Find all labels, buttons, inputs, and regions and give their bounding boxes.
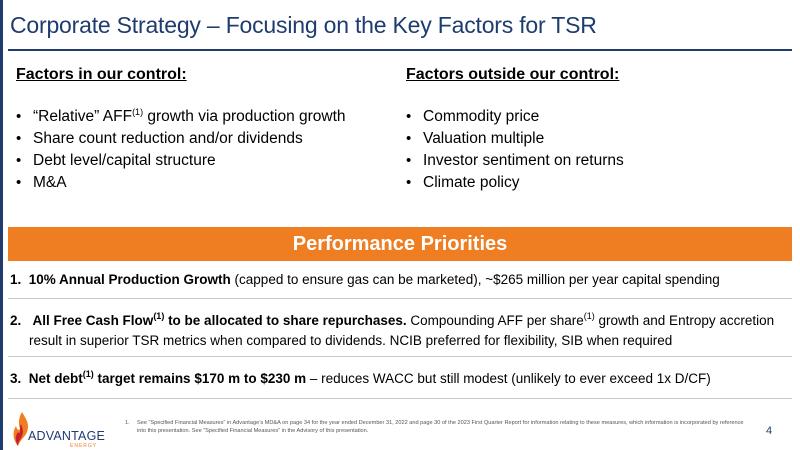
list-item: • Debt level/capital structure bbox=[16, 150, 396, 172]
in-control-column: Factors in our control: • “Relative” AFF(… bbox=[16, 64, 396, 194]
priority-heading: 10% Annual Production Growth bbox=[28, 272, 231, 287]
priority-item-1: 1. 10% Annual Production Growth (capped … bbox=[10, 270, 790, 290]
in-control-heading: Factors in our control: bbox=[16, 66, 187, 83]
priority-number: 2. bbox=[10, 313, 22, 328]
logo-wordmark: ADVANTAGE bbox=[28, 429, 106, 443]
list-item: • “Relative” AFF(1) growth via production… bbox=[16, 106, 396, 128]
outside-control-heading: Factors outside our control: bbox=[406, 66, 620, 83]
list-item: • Commodity price bbox=[406, 106, 786, 128]
priority-number: 1. bbox=[10, 272, 22, 287]
title-divider bbox=[8, 49, 792, 51]
performance-priorities-banner: Performance Priorities bbox=[8, 227, 792, 261]
priority-text: result in superior TSR metrics when comp… bbox=[29, 333, 673, 348]
bullet-icon: • bbox=[16, 174, 22, 191]
advantage-logo: ADVANTAGE ENERGY bbox=[6, 408, 116, 450]
outside-control-column: Factors outside our control: • Commodity … bbox=[406, 64, 786, 194]
list-item: • Share count reduction and/or dividends bbox=[16, 128, 396, 150]
bullet-icon: • bbox=[16, 130, 22, 147]
bullet-icon: • bbox=[16, 108, 22, 125]
priority-text: (capped to ensure gas can be marketed), … bbox=[230, 272, 720, 287]
footnote: 1. See “Specified Financial Measures” in… bbox=[125, 419, 745, 435]
divider bbox=[8, 356, 792, 357]
page-number: 4 bbox=[766, 425, 773, 437]
flame-icon bbox=[13, 412, 29, 446]
priority-heading: Net debt bbox=[28, 371, 83, 386]
list-item: • Valuation multiple bbox=[406, 128, 786, 150]
priority-item-3: 3. Net debt(1) target remains $170 m to … bbox=[10, 369, 711, 387]
left-accent-bar bbox=[0, 0, 3, 450]
footnote-text: See “Specified Financial Measures” in Ad… bbox=[137, 420, 744, 434]
priority-number: 3. bbox=[10, 371, 22, 386]
priority-text: – reduces WACC but still modest (unlikel… bbox=[306, 371, 711, 386]
slide-title: Corporate Strategy – Focusing on the Key… bbox=[10, 12, 597, 38]
outside-control-list: • Commodity price • Valuation multiple • In… bbox=[406, 106, 786, 194]
bullet-icon: • bbox=[406, 108, 412, 125]
bullet-icon: • bbox=[406, 152, 412, 169]
list-item: • M&A bbox=[16, 172, 396, 194]
list-item: • Climate policy bbox=[406, 172, 786, 194]
in-control-list: • “Relative” AFF(1) growth via production… bbox=[16, 106, 396, 194]
footnote-number: 1. bbox=[125, 420, 130, 426]
divider bbox=[8, 398, 792, 399]
logo-subtitle: ENERGY bbox=[70, 443, 98, 449]
bullet-icon: • bbox=[406, 130, 412, 147]
bullet-icon: • bbox=[406, 174, 412, 191]
divider bbox=[8, 298, 792, 299]
list-item: • Investor sentiment on returns bbox=[406, 150, 786, 172]
priority-item-2: 2. All Free Cash Flow(1) to be allocated… bbox=[10, 311, 790, 351]
bullet-icon: • bbox=[16, 152, 22, 169]
priority-heading: All Free Cash Flow bbox=[32, 313, 154, 328]
